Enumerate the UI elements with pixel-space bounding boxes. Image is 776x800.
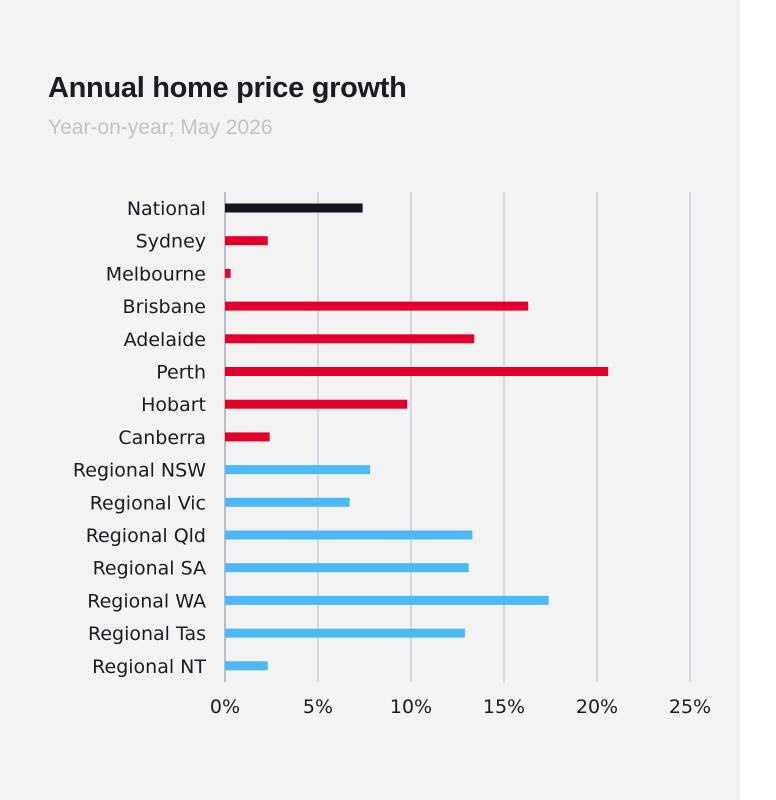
category-label: Regional NSW bbox=[73, 460, 206, 482]
bar-regional-wa bbox=[225, 595, 549, 605]
x-tick-label: 0% bbox=[210, 696, 240, 718]
category-labels: National Sydney Melbourne Brisbane Adelaide P… bbox=[73, 198, 206, 678]
category-label: Regional Vic bbox=[90, 492, 206, 514]
category-label: Regional Qld bbox=[86, 525, 206, 547]
x-axis-ticks: 0% 5% 10% 15% 20% 25% bbox=[210, 696, 711, 718]
category-label: Melbourne bbox=[106, 263, 206, 285]
bar-regional-nt bbox=[225, 661, 268, 671]
x-tick-label: 15% bbox=[483, 696, 525, 718]
bar-regional-vic bbox=[225, 497, 350, 507]
bar-hobart bbox=[225, 399, 408, 409]
category-label: Regional NT bbox=[92, 656, 206, 678]
bar-regional-nsw bbox=[225, 465, 371, 475]
bar-national bbox=[225, 203, 363, 213]
category-label: National bbox=[127, 198, 206, 220]
x-tick-label: 20% bbox=[576, 696, 618, 718]
category-label: Canberra bbox=[118, 427, 206, 449]
category-label: Regional Tas bbox=[88, 623, 206, 645]
bars bbox=[225, 203, 609, 671]
bar-canberra bbox=[225, 432, 270, 442]
category-label: Sydney bbox=[136, 231, 206, 253]
bar-sydney bbox=[225, 236, 268, 246]
category-label: Brisbane bbox=[123, 296, 206, 318]
bar-melbourne bbox=[225, 268, 231, 278]
bar-perth bbox=[225, 367, 609, 376]
x-tick-label: 25% bbox=[669, 696, 711, 718]
chart-subtitle: Year-on-year; May 2026 bbox=[48, 116, 273, 139]
bar-regional-tas bbox=[225, 628, 465, 638]
bar-brisbane bbox=[225, 301, 529, 311]
bar-adelaide bbox=[225, 334, 475, 344]
category-label: Adelaide bbox=[124, 329, 206, 351]
grid-lines bbox=[224, 192, 691, 682]
x-tick-label: 5% bbox=[303, 696, 333, 718]
bar-regional-sa bbox=[225, 563, 469, 573]
bar-regional-qld bbox=[225, 530, 473, 540]
chart-title: Annual home price growth bbox=[48, 72, 407, 104]
x-tick-label: 10% bbox=[390, 696, 432, 718]
category-label: Regional WA bbox=[87, 590, 206, 612]
category-label: Hobart bbox=[141, 394, 206, 416]
category-label: Perth bbox=[156, 362, 206, 384]
category-label: Regional SA bbox=[93, 558, 206, 580]
